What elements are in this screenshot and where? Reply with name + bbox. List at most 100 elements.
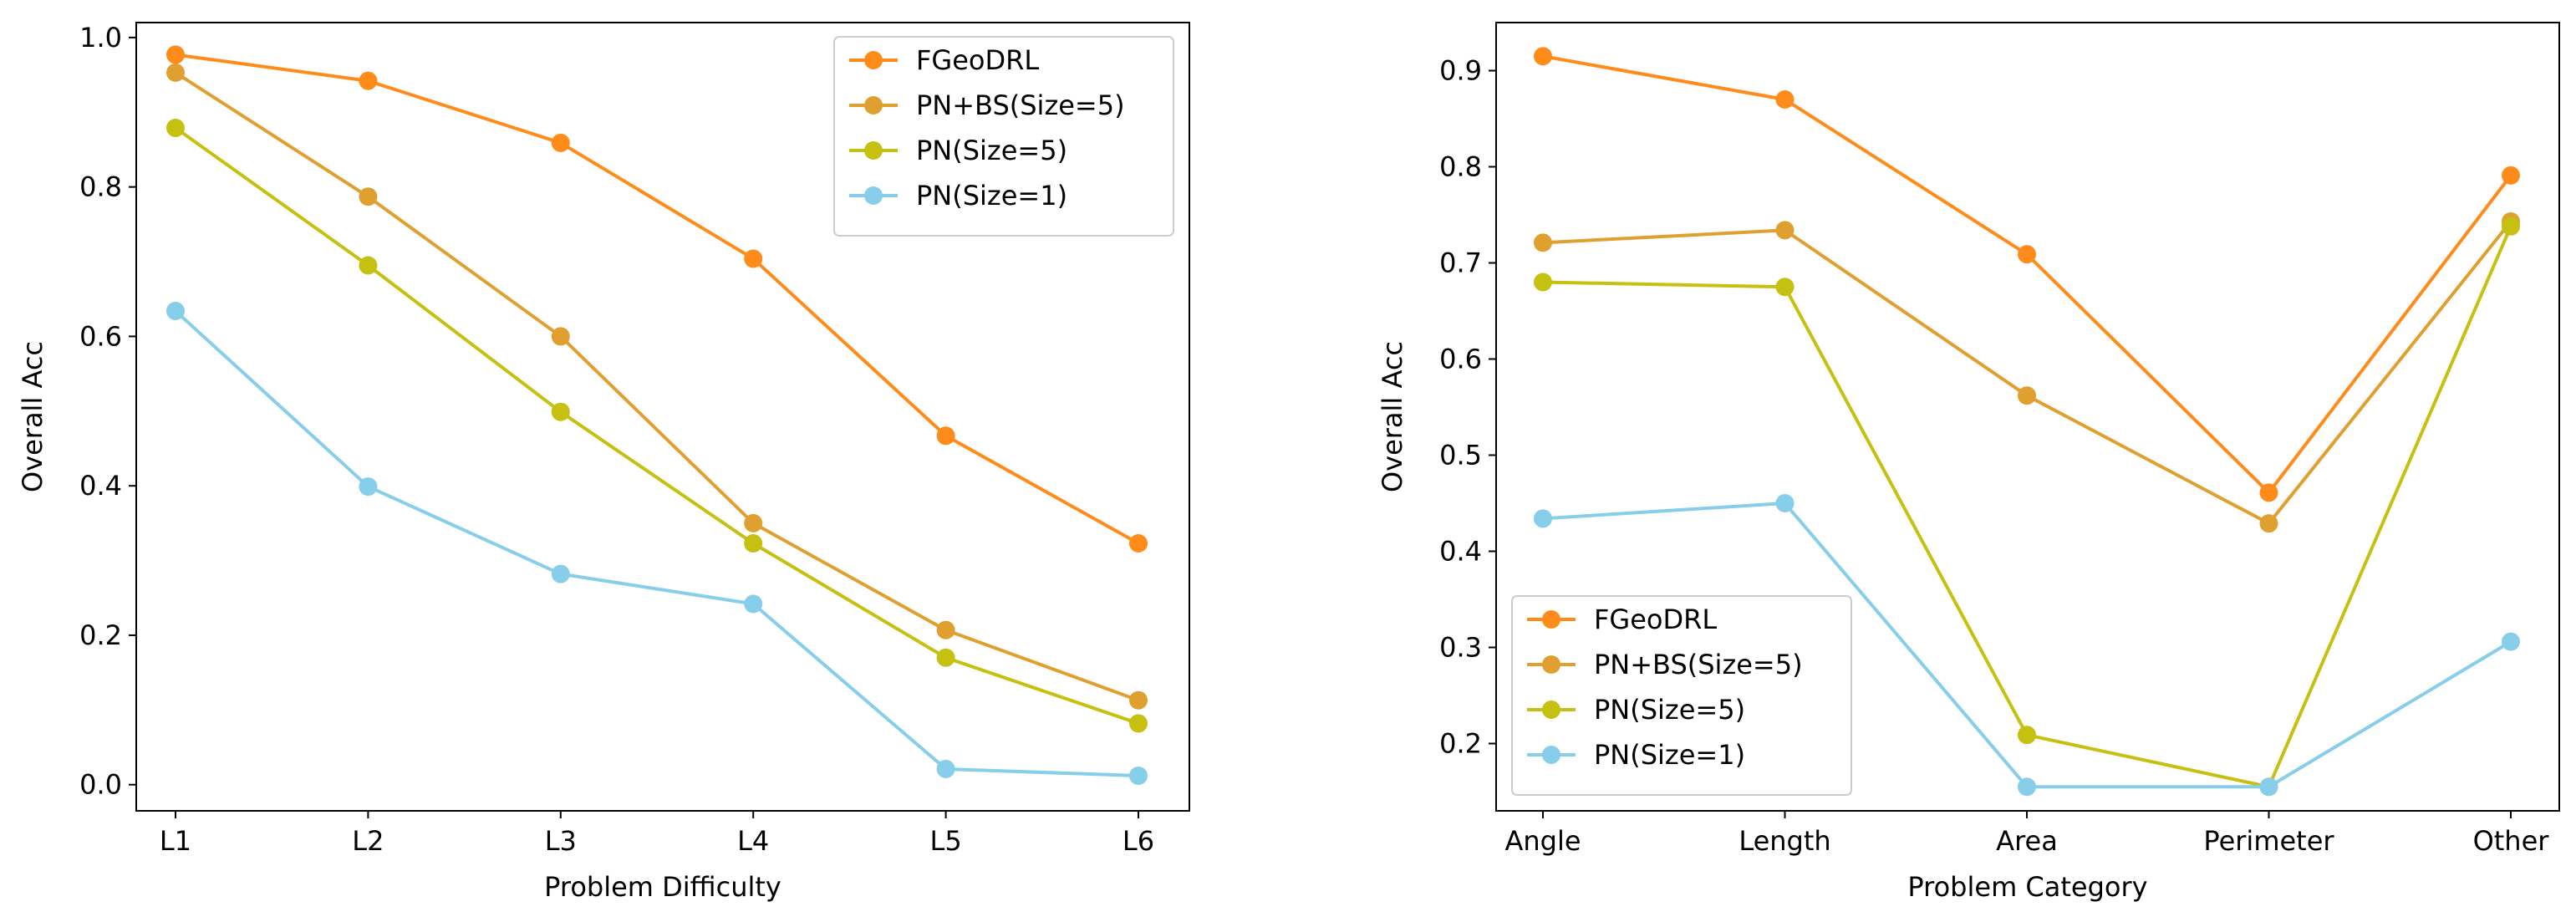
data-point — [744, 594, 763, 614]
data-point — [1129, 690, 1148, 710]
legend-marker — [864, 141, 883, 160]
x-tick-label: L2 — [352, 825, 384, 857]
legend-box — [1511, 595, 1852, 796]
data-point — [744, 534, 763, 553]
chart-panel-difficulty: Problem Difficulty Overall Acc L1 L2 L3 L4 L… — [17, 22, 1190, 903]
x-tick-label: Area — [1996, 825, 2058, 857]
y-tick-label: 1.0 — [79, 22, 122, 53]
y-tick-label: 0.5 — [1439, 440, 1482, 471]
data-point — [551, 327, 570, 346]
x-axis-label: Problem Difficulty — [544, 871, 781, 903]
data-point — [166, 45, 185, 64]
data-point — [2018, 386, 2036, 405]
y-tick-label: 0.6 — [79, 320, 122, 352]
y-axis-label: Overall Acc — [1377, 341, 1408, 492]
legend-label: FGeoDRL — [1594, 604, 1717, 635]
legend-label: PN+BS(Size=5) — [916, 89, 1125, 121]
data-point — [1775, 278, 1795, 297]
data-point — [2259, 483, 2278, 502]
y-tick-label: 0.8 — [79, 171, 122, 203]
legend-label: PN(Size=5) — [916, 135, 1067, 166]
legend: FGeoDRL PN+BS(Size=5) PN(Size=5) PN(Size=1) — [833, 36, 1174, 237]
data-point — [1775, 221, 1795, 240]
data-point — [744, 513, 763, 532]
legend-label: PN+BS(Size=5) — [1594, 649, 1803, 680]
data-point — [166, 63, 185, 82]
y-axis-label: Overall Acc — [17, 341, 48, 492]
legend-marker — [1542, 700, 1560, 719]
y-tick-label: 0.0 — [79, 769, 122, 801]
data-point — [2259, 777, 2278, 797]
x-tick-label: L6 — [1123, 825, 1154, 857]
series-line — [1541, 54, 2512, 495]
y-tick-label: 0.2 — [79, 619, 122, 651]
data-point — [359, 71, 378, 90]
series-line — [174, 53, 1140, 546]
data-point — [2502, 166, 2520, 185]
series-line — [174, 309, 1140, 777]
data-point — [936, 620, 955, 639]
data-point — [1129, 534, 1148, 553]
legend-marker — [864, 96, 883, 115]
chart-panel-category: Problem Category Overall Acc Angle Length… — [1377, 22, 2560, 903]
data-point — [1534, 509, 1552, 528]
legend: FGeoDRL PN+BS(Size=5) PN(Size=5) PN(Size=1) — [1511, 595, 1852, 796]
data-point — [1775, 494, 1795, 512]
legend-marker — [1542, 746, 1560, 764]
data-point — [1534, 273, 1552, 292]
series-line — [1541, 220, 2512, 526]
x-tick-label: L4 — [737, 825, 769, 857]
legend-marker — [864, 51, 883, 69]
legend-label: PN(Size=5) — [1594, 694, 1745, 726]
x-axis-label: Problem Category — [1907, 871, 2147, 903]
data-point — [936, 648, 955, 667]
x-tick-label: Length — [1739, 825, 1830, 857]
legend-marker — [1542, 610, 1560, 629]
data-point — [2259, 514, 2278, 533]
data-point — [2018, 245, 2036, 264]
y-tick-label: 0.8 — [1439, 151, 1482, 183]
y-tick-label: 0.3 — [1439, 632, 1482, 664]
y-tick-label: 0.9 — [1439, 55, 1482, 87]
x-tick-label: L3 — [545, 825, 577, 857]
data-point — [359, 477, 378, 497]
data-point — [1534, 233, 1552, 252]
data-point — [551, 133, 570, 152]
legend-label: PN(Size=1) — [916, 180, 1067, 211]
data-point — [359, 187, 378, 206]
plot-frame — [135, 22, 1190, 812]
data-point — [1534, 47, 1552, 66]
y-tick-label: 0.4 — [79, 470, 122, 502]
data-point — [359, 256, 378, 275]
x-tick-label: Perimeter — [2203, 825, 2334, 857]
data-point — [744, 249, 763, 268]
series-line — [174, 126, 1140, 726]
data-point — [2018, 777, 2036, 797]
x-tick-label: Angle — [1504, 825, 1581, 857]
x-tick-label: L5 — [930, 825, 962, 857]
y-tick-label: 0.6 — [1439, 344, 1482, 375]
x-tick-label: Other — [2473, 825, 2550, 857]
legend-label: FGeoDRL — [916, 44, 1039, 76]
data-point — [936, 759, 955, 778]
series-line — [174, 70, 1140, 702]
legend-label: PN(Size=1) — [1594, 739, 1745, 771]
y-tick-label: 0.7 — [1439, 247, 1482, 279]
data-point — [1129, 714, 1148, 733]
y-tick-label: 0.4 — [1439, 536, 1482, 568]
data-point — [936, 426, 955, 446]
data-point — [1775, 90, 1795, 109]
data-point — [166, 119, 185, 138]
data-point — [551, 564, 570, 583]
data-point — [2502, 217, 2520, 236]
legend-box — [833, 36, 1174, 237]
x-tick-label: L1 — [160, 825, 191, 857]
data-point — [166, 302, 185, 321]
legend-marker — [1542, 655, 1560, 674]
data-point — [2502, 632, 2520, 651]
data-point — [1129, 766, 1148, 785]
data-point — [2018, 726, 2036, 745]
y-tick-label: 0.2 — [1439, 728, 1482, 760]
legend-marker — [864, 186, 883, 205]
